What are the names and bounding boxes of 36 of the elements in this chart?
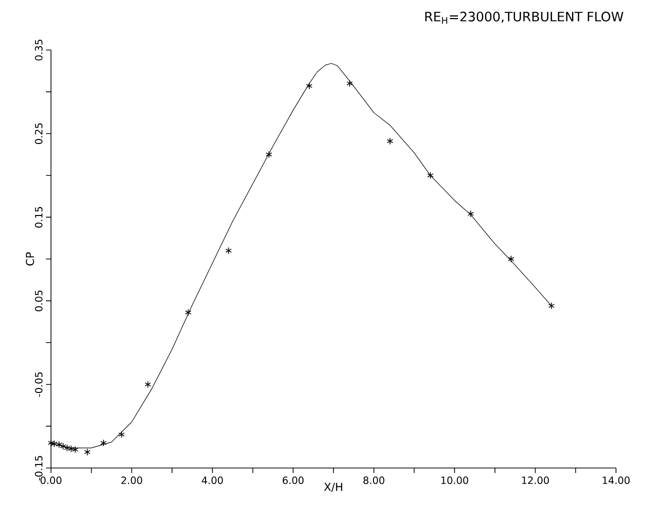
x-tick-label: 6.00 xyxy=(282,476,304,484)
point xyxy=(72,446,78,454)
point xyxy=(64,444,70,452)
y-axis-title: CP xyxy=(26,252,34,266)
x-tick-label: 14.00 xyxy=(602,476,630,484)
point xyxy=(84,448,90,456)
point xyxy=(225,247,232,254)
point xyxy=(386,138,394,145)
point xyxy=(60,442,66,450)
y-tick-label: 0.25 xyxy=(34,123,42,144)
point xyxy=(508,255,514,263)
point xyxy=(266,150,272,158)
point xyxy=(100,439,107,447)
x-tick-label: 8.00 xyxy=(363,476,384,484)
point xyxy=(185,308,192,316)
x-tick-label: 0.00 xyxy=(40,476,62,484)
y-tick-label: 0.05 xyxy=(34,290,42,312)
point xyxy=(56,440,62,448)
chart-title: RE$_{H}$=23000,TURBULENT FLOW xyxy=(425,12,624,24)
point xyxy=(144,380,152,388)
x-tick-label: 12.00 xyxy=(522,476,549,484)
point xyxy=(68,445,74,452)
point xyxy=(346,80,353,88)
point xyxy=(427,172,434,179)
y-tick-label: -0.15 xyxy=(34,456,42,480)
point xyxy=(548,302,555,310)
x-tick-label: 2.00 xyxy=(121,476,142,484)
y-tick-label: 0.15 xyxy=(34,206,42,228)
x-axis-title: X/H xyxy=(324,482,342,492)
x-tick-label: 4.00 xyxy=(202,476,223,484)
point xyxy=(118,430,125,438)
y-tick-label: -0.05 xyxy=(34,372,42,397)
x-tick-label: 10.00 xyxy=(441,476,468,484)
y-tick-label: 0.35 xyxy=(34,40,42,60)
point xyxy=(468,210,474,218)
point xyxy=(306,82,312,90)
